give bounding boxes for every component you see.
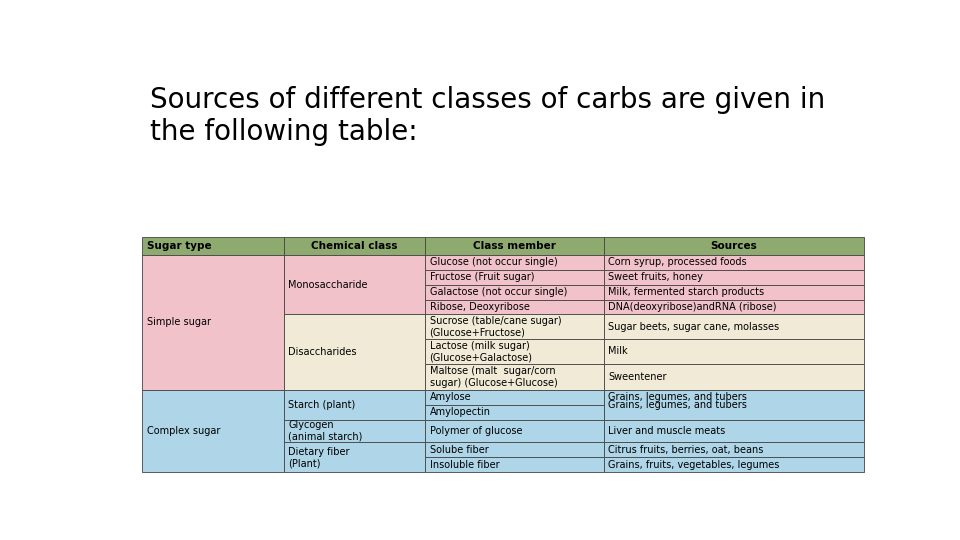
Text: Chemical class: Chemical class — [311, 241, 397, 251]
Bar — [425, 339, 604, 363]
Text: Sugar type: Sugar type — [147, 241, 211, 251]
Text: Citrus fruits, berries, oat, beans: Citrus fruits, berries, oat, beans — [608, 445, 763, 455]
Bar — [604, 270, 864, 285]
Bar — [425, 285, 604, 300]
Bar — [604, 390, 864, 405]
Text: Sweentener: Sweentener — [608, 372, 666, 382]
Bar — [284, 314, 425, 390]
Bar — [604, 457, 864, 472]
Text: Lactose (milk sugar)
(Glucose+Galactose): Lactose (milk sugar) (Glucose+Galactose) — [429, 341, 533, 362]
Bar — [142, 390, 284, 472]
Text: Fructose (Fruit sugar): Fructose (Fruit sugar) — [429, 272, 534, 282]
Bar — [425, 255, 604, 270]
Text: Grains, legumes, and tubers: Grains, legumes, and tubers — [608, 393, 747, 402]
Bar — [284, 255, 425, 314]
Text: Liver and muscle meats: Liver and muscle meats — [608, 426, 726, 436]
Bar — [604, 238, 864, 255]
Bar — [425, 420, 604, 442]
Bar — [425, 363, 604, 390]
Bar — [142, 255, 284, 390]
Text: Glycogen
(animal starch): Glycogen (animal starch) — [288, 420, 363, 442]
Bar — [604, 405, 864, 420]
Text: Simple sugar: Simple sugar — [147, 318, 211, 327]
Text: DNA(deoxyribose)andRNA (ribose): DNA(deoxyribose)andRNA (ribose) — [608, 302, 777, 312]
Bar — [284, 390, 425, 420]
Bar — [604, 314, 864, 339]
Bar — [425, 300, 604, 314]
Text: Dietary fiber
(Plant): Dietary fiber (Plant) — [288, 447, 349, 468]
Text: Amylose: Amylose — [429, 393, 471, 402]
Bar — [604, 285, 864, 300]
Text: Amylopectin: Amylopectin — [429, 407, 491, 417]
Bar — [284, 238, 425, 255]
Text: Class member: Class member — [473, 241, 556, 251]
Text: Solube fiber: Solube fiber — [429, 445, 489, 455]
Text: Sources of different classes of carbs are given in
the following table:: Sources of different classes of carbs ar… — [150, 85, 825, 146]
Text: Sugar beets, sugar cane, molasses: Sugar beets, sugar cane, molasses — [608, 322, 780, 332]
Text: Galactose (not occur single): Galactose (not occur single) — [429, 287, 566, 297]
Text: Sucrose (table/cane sugar)
(Glucose+Fructose): Sucrose (table/cane sugar) (Glucose+Fruc… — [429, 316, 562, 338]
Text: Grains, legumes, and tubers: Grains, legumes, and tubers — [608, 400, 747, 410]
Bar — [284, 420, 425, 442]
Text: Corn syrup, processed foods: Corn syrup, processed foods — [608, 258, 747, 267]
Text: Ribose, Deoxyribose: Ribose, Deoxyribose — [429, 302, 529, 312]
Text: Disaccharides: Disaccharides — [288, 347, 357, 357]
Bar — [604, 420, 864, 442]
Text: Polymer of glucose: Polymer of glucose — [429, 426, 522, 436]
Text: Milk, fermented starch products: Milk, fermented starch products — [608, 287, 764, 297]
Bar — [604, 339, 864, 363]
Bar — [425, 405, 604, 420]
Text: Monosaccharide: Monosaccharide — [288, 280, 368, 289]
Bar — [604, 363, 864, 390]
Text: Milk: Milk — [608, 346, 628, 356]
Bar — [604, 300, 864, 314]
Bar — [425, 442, 604, 457]
Bar — [425, 457, 604, 472]
Bar — [604, 442, 864, 457]
Bar — [425, 314, 604, 339]
Bar — [425, 390, 604, 405]
Text: Grains, fruits, vegetables, legumes: Grains, fruits, vegetables, legumes — [608, 460, 780, 470]
Bar — [284, 442, 425, 472]
Text: Maltose (malt  sugar/corn
sugar) (Glucose+Glucose): Maltose (malt sugar/corn sugar) (Glucose… — [429, 366, 557, 388]
Text: Starch (plant): Starch (plant) — [288, 400, 355, 410]
Bar — [604, 255, 864, 270]
Bar — [604, 390, 864, 420]
Bar — [142, 238, 284, 255]
Text: Sources: Sources — [710, 241, 757, 251]
Text: Insoluble fiber: Insoluble fiber — [429, 460, 499, 470]
Text: Sweet fruits, honey: Sweet fruits, honey — [608, 272, 703, 282]
Text: Complex sugar: Complex sugar — [147, 426, 220, 436]
Bar — [425, 270, 604, 285]
Text: Glucose (not occur single): Glucose (not occur single) — [429, 258, 557, 267]
Bar — [425, 238, 604, 255]
